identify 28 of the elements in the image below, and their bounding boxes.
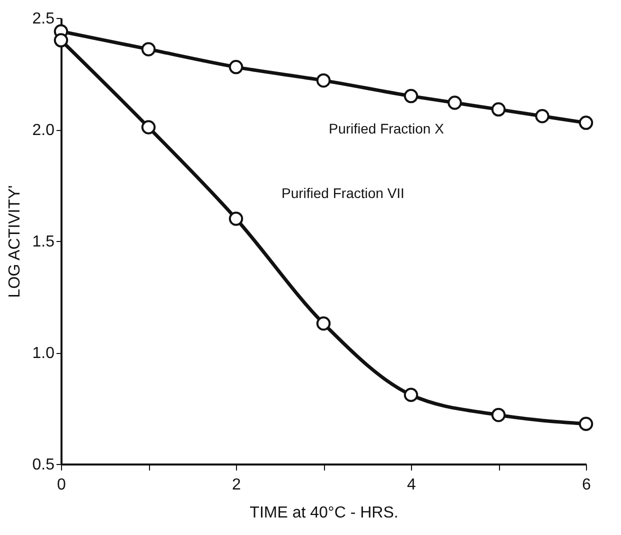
point <box>491 102 506 117</box>
point <box>228 60 244 74</box>
point <box>578 416 594 431</box>
x-tick-label: 0 <box>57 476 66 494</box>
x-tick-label: 2 <box>232 476 242 494</box>
annotation: Purified Fraction VII <box>282 185 404 202</box>
y-tick-label: 2.5 <box>32 10 55 28</box>
point <box>578 116 594 130</box>
point <box>141 42 156 56</box>
point <box>228 212 244 226</box>
point <box>404 88 418 104</box>
point <box>535 109 550 124</box>
y-tick-label: 2.0 <box>32 122 55 139</box>
y-tick-label: 1.0 <box>32 345 55 362</box>
point <box>316 316 331 331</box>
x-tick-label: 4 <box>407 476 416 494</box>
point <box>491 408 506 422</box>
point <box>448 96 462 110</box>
y-axis-title: LOG ACTIVITY' <box>6 185 24 298</box>
point <box>141 120 156 134</box>
y-tick-label: 0.5 <box>32 456 55 474</box>
point <box>404 388 418 402</box>
y-tick-label: 1.5 <box>32 234 55 250</box>
point <box>54 33 68 48</box>
point <box>316 73 331 88</box>
annotation: Purified Fraction X <box>328 120 445 136</box>
x-axis-title: TIME at 40°C - HRS. <box>250 504 398 522</box>
x-tick-label: 6 <box>582 476 592 494</box>
